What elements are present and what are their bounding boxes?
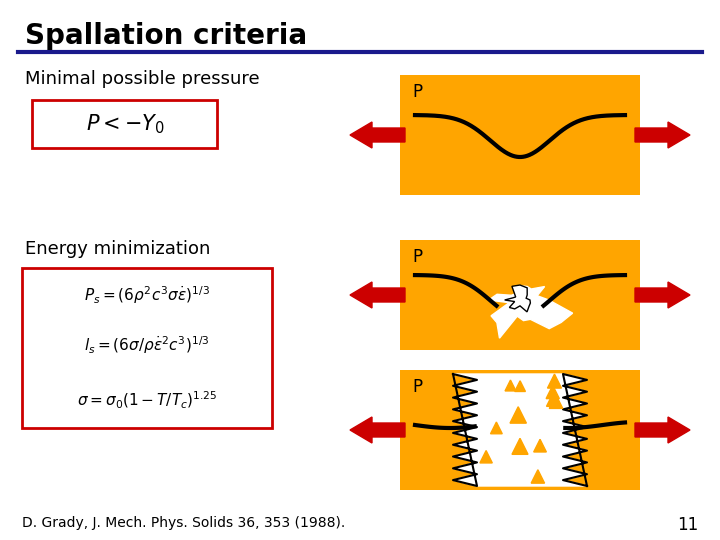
Polygon shape [505, 380, 516, 391]
Text: P: P [412, 378, 422, 396]
Bar [32, 100, 217, 148]
Bar [400, 240, 640, 350]
Polygon shape [350, 417, 405, 443]
Polygon shape [350, 282, 405, 308]
Polygon shape [635, 122, 690, 148]
Text: P: P [412, 248, 422, 266]
Polygon shape [546, 386, 559, 399]
Polygon shape [531, 470, 544, 483]
Polygon shape [489, 286, 572, 338]
Polygon shape [480, 450, 492, 463]
Polygon shape [635, 282, 690, 308]
Polygon shape [512, 438, 528, 454]
Text: $P < -Y_0$: $P < -Y_0$ [86, 112, 164, 136]
Polygon shape [505, 285, 531, 312]
Polygon shape [635, 417, 690, 443]
Bar [400, 75, 640, 195]
Bar [22, 268, 272, 428]
Text: $P_s = (6\rho^2 c^3 \sigma \dot{\varepsilon})^{1/3}$: $P_s = (6\rho^2 c^3 \sigma \dot{\varepsi… [84, 284, 210, 306]
Polygon shape [490, 422, 503, 434]
Text: P: P [412, 83, 422, 101]
Polygon shape [515, 381, 526, 392]
Text: Spallation criteria: Spallation criteria [25, 22, 307, 50]
Polygon shape [350, 122, 405, 148]
Text: $\sigma = \sigma_0(1 - T/T_c)^{1.25}$: $\sigma = \sigma_0(1 - T/T_c)^{1.25}$ [77, 389, 217, 410]
Polygon shape [547, 374, 562, 388]
Polygon shape [510, 407, 526, 423]
Bar [400, 370, 640, 490]
Text: 11: 11 [677, 516, 698, 534]
Text: Energy minimization: Energy minimization [25, 240, 210, 258]
Polygon shape [549, 395, 563, 408]
Polygon shape [534, 440, 546, 452]
Polygon shape [546, 394, 559, 406]
Polygon shape [453, 374, 587, 486]
Text: D. Grady, J. Mech. Phys. Solids 36, 353 (1988).: D. Grady, J. Mech. Phys. Solids 36, 353 … [22, 516, 346, 530]
Text: Minimal possible pressure: Minimal possible pressure [25, 70, 260, 88]
Text: $l_s = (6\sigma / \rho \dot{\varepsilon}^2 c^3)^{1/3}$: $l_s = (6\sigma / \rho \dot{\varepsilon}… [84, 334, 210, 356]
